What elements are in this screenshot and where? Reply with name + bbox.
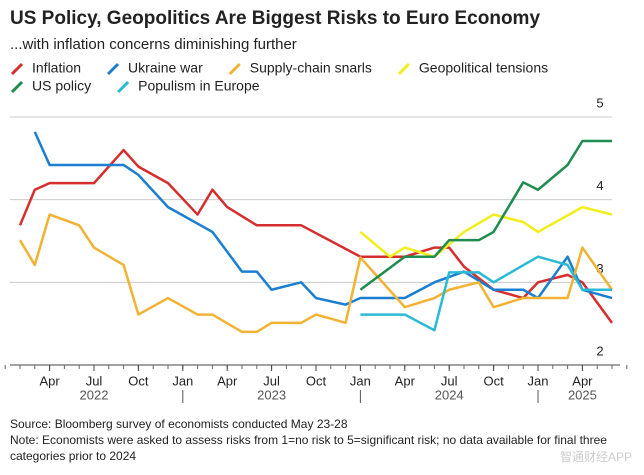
note: Note: Economists were asked to assess ri… xyxy=(10,433,607,463)
source: Source: Bloomberg survey of economists c… xyxy=(10,417,348,431)
x-tick-label: Jul xyxy=(263,373,280,388)
x-tick-label: Jan xyxy=(172,373,193,388)
x-tick-label: Oct xyxy=(128,373,149,388)
x-tick-label: Oct xyxy=(483,373,504,388)
y-tick-label: 3 xyxy=(596,261,603,276)
year-label: 2025 xyxy=(568,387,597,402)
series-line xyxy=(18,213,614,334)
x-tick-label: Jul xyxy=(86,373,103,388)
series-line xyxy=(33,131,613,306)
y-tick-label: 5 xyxy=(596,95,603,110)
legend-label: Supply-chain snarls xyxy=(250,60,372,76)
chart-subtitle: ...with inflation concerns diminishing f… xyxy=(10,36,297,53)
year-label: 2022 xyxy=(80,387,109,402)
y-tick-label: 4 xyxy=(596,178,603,193)
x-tick-label: Jul xyxy=(441,373,458,388)
year-label: 2024 xyxy=(435,387,464,402)
x-tick-label: Oct xyxy=(306,373,327,388)
chart-title: US Policy, Geopolitics Are Biggest Risks… xyxy=(10,8,540,29)
series-line xyxy=(359,205,613,258)
x-tick-label: Jan xyxy=(528,373,549,388)
legend-marker xyxy=(397,62,410,76)
legend-label: Populism in Europe xyxy=(138,78,260,94)
legend-marker xyxy=(117,80,130,94)
legend-marker xyxy=(10,62,24,76)
legend-label: Geopolitical tensions xyxy=(419,60,548,76)
series-line xyxy=(359,139,612,291)
legend-label: Inflation xyxy=(32,60,81,76)
legend-marker xyxy=(228,62,241,76)
year-label: 2023 xyxy=(257,387,286,402)
legend-label: Ukraine war xyxy=(128,60,203,76)
watermark: 智通财经APP xyxy=(560,449,632,464)
legend-marker xyxy=(106,62,120,76)
y-tick-label: 2 xyxy=(596,343,603,358)
x-tick-label: Apr xyxy=(217,373,238,388)
legend-label: US policy xyxy=(32,78,91,94)
x-tick-label: Apr xyxy=(572,373,593,388)
series-line xyxy=(360,255,612,332)
x-tick-label: Apr xyxy=(395,373,416,388)
legend-marker xyxy=(10,80,24,94)
x-tick-label: Apr xyxy=(39,373,60,388)
x-tick-label: Jan xyxy=(350,373,371,388)
